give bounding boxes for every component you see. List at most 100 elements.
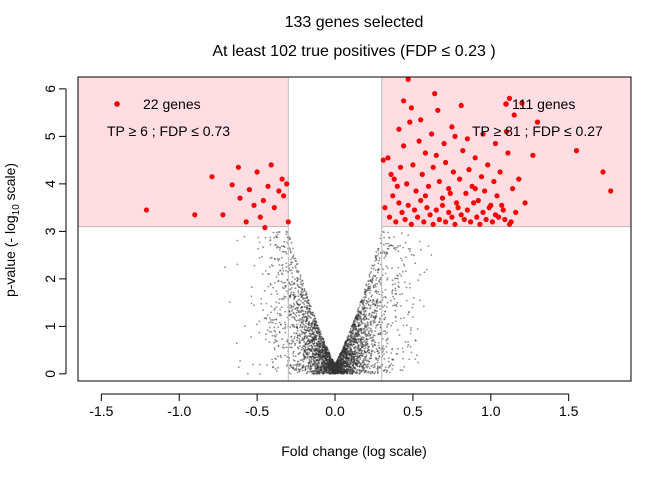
background-point	[333, 370, 336, 373]
background-point	[302, 352, 305, 355]
background-point	[382, 268, 385, 271]
background-point	[291, 316, 293, 319]
background-point	[273, 318, 276, 321]
background-point	[402, 263, 405, 266]
background-point	[325, 348, 327, 351]
background-point	[300, 296, 303, 299]
background-point	[306, 296, 309, 299]
background-point	[320, 367, 323, 370]
background-point	[306, 327, 309, 329]
background-point	[270, 264, 273, 266]
background-point	[403, 281, 406, 284]
background-point	[250, 302, 253, 305]
background-point	[384, 368, 386, 371]
background-point	[295, 365, 298, 368]
background-point	[278, 298, 281, 301]
background-point	[323, 343, 325, 346]
background-point	[383, 348, 385, 350]
background-point	[401, 259, 403, 262]
selected-point-right	[380, 157, 386, 163]
background-point	[336, 368, 338, 371]
background-point	[353, 340, 356, 343]
background-point	[379, 300, 382, 303]
background-point	[407, 341, 409, 343]
background-point	[351, 340, 353, 343]
background-point	[272, 361, 274, 364]
selected-point-left	[279, 176, 285, 182]
background-point	[322, 345, 325, 348]
background-point	[356, 341, 359, 344]
background-point	[308, 344, 311, 347]
background-point	[271, 358, 273, 361]
background-point	[430, 254, 433, 256]
background-point	[348, 351, 351, 353]
selected-point-right	[439, 195, 446, 201]
background-point	[303, 287, 306, 290]
background-point	[301, 294, 303, 297]
background-point	[383, 236, 385, 239]
background-point	[360, 327, 363, 330]
background-point	[394, 315, 397, 318]
background-point	[375, 251, 378, 253]
background-point	[278, 330, 281, 333]
background-point	[364, 356, 367, 358]
background-point	[318, 335, 321, 338]
background-point	[363, 298, 366, 301]
background-point	[295, 306, 298, 309]
background-point	[306, 335, 308, 337]
background-point	[367, 318, 370, 321]
background-point	[354, 366, 357, 369]
background-point	[310, 367, 313, 370]
background-point	[357, 313, 360, 315]
background-point	[354, 325, 356, 328]
background-point	[304, 310, 307, 313]
background-point	[300, 318, 303, 321]
background-point	[400, 317, 402, 320]
background-point	[355, 351, 358, 354]
background-point	[385, 339, 388, 342]
selected-point-right	[461, 216, 467, 223]
background-point	[324, 359, 326, 362]
background-point	[320, 371, 323, 374]
selected-point-right	[486, 205, 492, 211]
background-point	[318, 359, 321, 361]
selected-point-right	[455, 205, 461, 211]
background-point	[364, 370, 366, 372]
selected-point-left	[265, 183, 271, 189]
background-point	[363, 291, 366, 293]
background-point	[395, 305, 398, 308]
background-point	[303, 337, 306, 340]
background-point	[291, 276, 294, 278]
background-point	[322, 372, 325, 375]
background-point	[299, 359, 302, 361]
background-point	[307, 310, 309, 313]
background-point	[273, 326, 276, 329]
background-point	[354, 338, 357, 340]
background-point	[298, 340, 301, 342]
background-point	[262, 309, 264, 312]
background-point	[340, 370, 342, 373]
background-point	[318, 333, 320, 336]
background-point	[301, 284, 304, 287]
selected-point-right	[505, 150, 511, 156]
background-point	[302, 331, 304, 334]
background-point	[365, 284, 368, 287]
y-tick-label: 6	[42, 85, 58, 93]
background-point	[296, 269, 298, 272]
selected-point-left	[257, 214, 263, 220]
background-point	[279, 354, 282, 357]
background-point	[364, 325, 367, 328]
background-point	[365, 329, 367, 332]
background-point	[284, 321, 286, 324]
background-point	[315, 365, 318, 368]
background-point	[371, 276, 374, 279]
y-tick-label: 4	[42, 180, 58, 188]
right-group-count: 111 genes	[512, 96, 575, 112]
background-point	[301, 279, 304, 282]
selected-points	[143, 76, 614, 231]
background-point	[311, 355, 314, 357]
background-point	[283, 295, 285, 298]
background-point	[293, 336, 296, 338]
background-point	[263, 289, 266, 292]
background-point	[292, 305, 295, 308]
